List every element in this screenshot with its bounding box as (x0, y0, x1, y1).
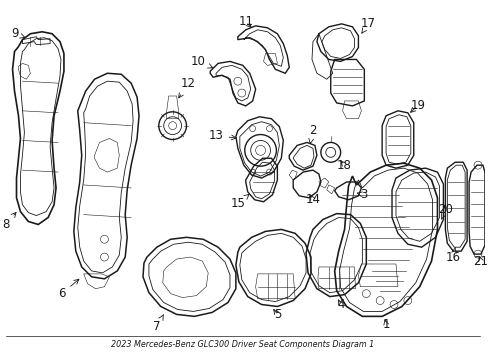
Text: 18: 18 (337, 159, 352, 172)
Text: 16: 16 (446, 248, 461, 264)
Text: 8: 8 (2, 212, 16, 231)
Text: 7: 7 (153, 315, 164, 333)
Text: 15: 15 (230, 194, 249, 210)
Text: 4: 4 (337, 298, 344, 311)
Text: 10: 10 (191, 55, 213, 68)
Text: 5: 5 (274, 308, 281, 321)
Text: 1: 1 (382, 318, 390, 331)
Text: 19: 19 (410, 99, 425, 112)
Text: 9: 9 (11, 27, 25, 40)
Text: 13: 13 (209, 129, 236, 142)
Text: 11: 11 (238, 15, 253, 28)
Text: 21: 21 (473, 255, 489, 267)
Text: 12: 12 (179, 77, 196, 98)
Text: 14: 14 (305, 193, 320, 206)
Text: 2: 2 (309, 124, 317, 144)
Text: 3: 3 (357, 188, 368, 201)
Text: 20: 20 (438, 203, 453, 219)
Text: 2023 Mercedes-Benz GLC300 Driver Seat Components Diagram 1: 2023 Mercedes-Benz GLC300 Driver Seat Co… (111, 339, 374, 348)
Text: 6: 6 (58, 279, 79, 300)
Text: 17: 17 (361, 17, 376, 33)
